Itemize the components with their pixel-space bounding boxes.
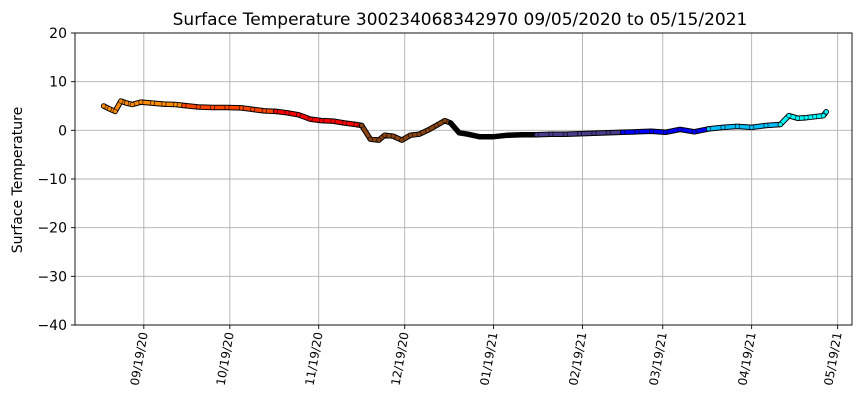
- data-point: [456, 130, 462, 136]
- data-point: [605, 130, 611, 136]
- x-tick-label: 10/19/20: [214, 331, 237, 387]
- data-point: [319, 118, 325, 124]
- series-5: [533, 129, 626, 138]
- y-tick-label: −40: [37, 318, 67, 334]
- data-point: [534, 132, 540, 138]
- data-point: [663, 129, 669, 135]
- series-0: [100, 98, 187, 115]
- data-point: [620, 129, 626, 135]
- data-point: [562, 131, 568, 137]
- data-point: [448, 120, 454, 126]
- data-point: [442, 118, 448, 124]
- data-point: [407, 132, 413, 138]
- data-point: [812, 114, 818, 120]
- data-point: [548, 131, 554, 137]
- y-tick-label: 0: [58, 123, 67, 139]
- data-point: [376, 137, 382, 143]
- data-point: [161, 101, 167, 107]
- data-point: [399, 137, 405, 143]
- x-tick-layer: 09/19/20 10/19/20 11/19/20 12/19/20 01/19/21…: [128, 325, 845, 387]
- data-point: [634, 129, 640, 135]
- data-point: [181, 103, 187, 109]
- data-point: [359, 122, 365, 128]
- data-point: [112, 108, 118, 114]
- data-point: [106, 106, 112, 112]
- data-point: [648, 128, 654, 134]
- series-4: [447, 120, 540, 140]
- data-point: [803, 115, 809, 121]
- x-tick-label: 12/19/20: [389, 331, 412, 387]
- x-tick-label: 03/19/21: [647, 331, 670, 387]
- data-point: [101, 103, 107, 109]
- data-point: [261, 108, 267, 114]
- data-point: [138, 99, 144, 105]
- data-point: [195, 104, 201, 110]
- x-tick-label: 05/19/21: [821, 331, 844, 387]
- series-layer: [100, 98, 829, 143]
- data-point: [505, 132, 511, 138]
- data-point: [491, 134, 497, 140]
- y-tick-label: 10: [49, 75, 67, 91]
- y-tick-layer: 20 10 0 −10 −20 −30 −40: [37, 26, 75, 334]
- data-point: [777, 121, 783, 127]
- data-point: [476, 134, 482, 140]
- data-point: [342, 120, 348, 126]
- x-tick-label: 09/19/20: [128, 331, 151, 387]
- data-point: [795, 115, 801, 121]
- x-tick-label: 01/19/21: [477, 331, 500, 387]
- y-tick-label: −10: [37, 172, 67, 188]
- data-point: [390, 133, 396, 139]
- data-point: [823, 109, 829, 115]
- data-point: [577, 131, 583, 137]
- data-point: [330, 118, 336, 124]
- y-tick-label: −20: [37, 221, 67, 237]
- data-point: [224, 104, 230, 110]
- data-point: [284, 110, 290, 116]
- data-point: [691, 129, 697, 135]
- data-point: [353, 121, 359, 127]
- data-point: [307, 116, 313, 122]
- data-point: [465, 131, 471, 137]
- data-point: [210, 104, 216, 110]
- data-point: [416, 131, 422, 137]
- data-point: [273, 108, 279, 114]
- series-7: [705, 121, 784, 132]
- data-point: [250, 106, 256, 112]
- plot-frame: [74, 32, 853, 326]
- data-point: [519, 132, 525, 138]
- data-point: [172, 102, 178, 108]
- data-point: [124, 100, 130, 106]
- data-point: [425, 127, 431, 133]
- y-tick-label: −30: [37, 269, 67, 285]
- grid-layer: [75, 32, 852, 326]
- y-tick-label: 20: [49, 26, 67, 42]
- data-point: [749, 124, 755, 130]
- y-axis-label: Surface Temperature: [10, 107, 26, 253]
- series-8: [777, 109, 829, 128]
- data-point: [786, 113, 792, 119]
- data-point: [591, 130, 597, 136]
- data-point: [734, 123, 740, 129]
- data-point: [296, 112, 302, 118]
- data-point: [706, 126, 712, 132]
- data-point: [720, 124, 726, 130]
- data-point: [677, 126, 683, 132]
- data-point: [238, 105, 244, 111]
- data-point: [367, 136, 373, 142]
- data-point: [433, 122, 439, 128]
- data-point: [129, 102, 135, 108]
- data-point: [118, 98, 124, 104]
- series-6: [619, 126, 712, 136]
- x-tick-label: 11/19/20: [303, 331, 326, 387]
- data-point: [382, 132, 388, 138]
- data-point: [149, 100, 155, 106]
- data-point: [763, 122, 769, 128]
- x-tick-label: 02/19/21: [566, 331, 589, 387]
- chart-title: Surface Temperature 300234068342970 09/0…: [173, 10, 748, 30]
- x-tick-label: 04/19/21: [735, 331, 758, 387]
- data-point: [820, 113, 826, 119]
